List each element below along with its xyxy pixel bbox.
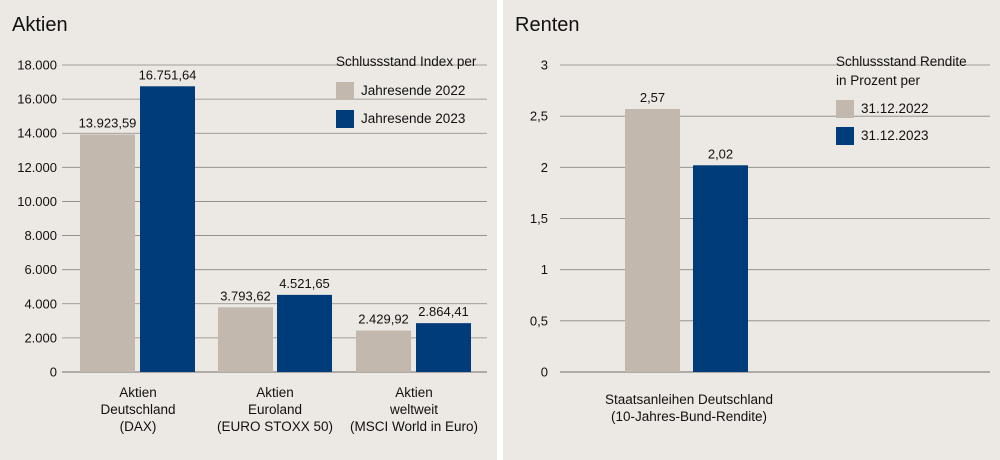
y-tick-label: 0 <box>50 365 57 380</box>
category-label: (EURO STOXX 50) <box>217 419 333 434</box>
bar <box>625 109 680 373</box>
legend-swatch-2022 <box>336 82 354 100</box>
y-tick-label: 16.000 <box>17 92 57 107</box>
aktien-chart: 0 2.000 4.000 6.000 8.000 10.000 12.000 14.000 1… <box>17 58 487 434</box>
y-tick-label: 1 <box>541 262 548 277</box>
y-tick-label: 3 <box>541 58 548 73</box>
legend-swatch-2022 <box>836 100 854 118</box>
category-label: (MSCI World in Euro) <box>350 419 478 434</box>
data-label: 2.864,41 <box>418 304 469 319</box>
y-tick-label: 0 <box>541 365 548 380</box>
y-tick-label: 12.000 <box>17 160 57 175</box>
data-label: 13.923,59 <box>79 116 137 131</box>
data-label: 2,02 <box>708 146 733 161</box>
renten-title: Renten <box>515 14 580 36</box>
renten-panel: Renten 0 0,5 1 1,5 2 2,5 3 2,57 2,02 Staatsanleih… <box>503 0 1000 460</box>
category-label: (DAX) <box>120 419 157 434</box>
category-label: Aktien <box>395 385 433 400</box>
legend-label-2022: Jahresende 2022 <box>361 83 466 98</box>
category-label: Aktien <box>119 385 157 400</box>
legend-label-2022: 31.12.2022 <box>861 101 929 116</box>
bar <box>80 134 135 372</box>
category-label: (10-Jahres-Bund-Rendite) <box>611 409 767 424</box>
data-label: 4.521,65 <box>279 276 330 291</box>
bar <box>140 86 195 372</box>
bar <box>693 165 748 372</box>
renten-legend-title-line-2: in Prozent per <box>836 73 921 88</box>
renten-chart: 0 0,5 1 1,5 2 2,5 3 2,57 2,02 Staatsanleihen Deut… <box>530 58 990 424</box>
legend-label-2023: Jahresende 2023 <box>361 111 466 126</box>
data-label: 2.429,92 <box>358 312 409 327</box>
aktien-title: Aktien <box>12 14 68 36</box>
y-tick-label: 2.000 <box>24 330 57 345</box>
y-tick-label: 6.000 <box>24 262 57 277</box>
bar <box>416 323 471 372</box>
renten-legend-title: Schlussstand Rendite in Prozent per <box>836 52 967 90</box>
aktien-panel: Aktien 0 2.000 4.000 6.000 8.000 10.000 12.000… <box>0 0 497 460</box>
legend-label-2023: 31.12.2023 <box>861 128 929 143</box>
bar <box>356 330 411 372</box>
data-label: 16.751,64 <box>139 67 197 82</box>
category-label: Aktien <box>256 385 294 400</box>
y-tick-label: 4.000 <box>24 296 57 311</box>
bar <box>277 294 332 372</box>
category-label: Staatsanleihen Deutschland <box>605 392 773 407</box>
aktien-legend-title: Schlussstand Index per <box>336 54 477 69</box>
category-label: Euroland <box>248 402 302 417</box>
y-tick-label: 10.000 <box>17 194 57 209</box>
y-tick-label: 18.000 <box>17 58 57 73</box>
y-tick-label: 8.000 <box>24 228 57 243</box>
y-tick-label: 0,5 <box>530 313 548 328</box>
y-tick-label: 14.000 <box>17 126 57 141</box>
y-tick-label: 1,5 <box>530 211 548 226</box>
data-label: 3.793,62 <box>220 288 271 303</box>
renten-legend-title-line-1: Schlussstand Rendite <box>836 54 967 69</box>
legend-swatch-2023 <box>336 110 354 128</box>
bar <box>218 307 273 372</box>
category-label: weltweit <box>389 402 438 417</box>
y-tick-label: 2,5 <box>530 109 548 124</box>
y-tick-label: 2 <box>541 160 548 175</box>
legend-swatch-2023 <box>836 127 854 145</box>
data-label: 2,57 <box>640 90 665 105</box>
category-label: Deutschland <box>100 402 175 417</box>
